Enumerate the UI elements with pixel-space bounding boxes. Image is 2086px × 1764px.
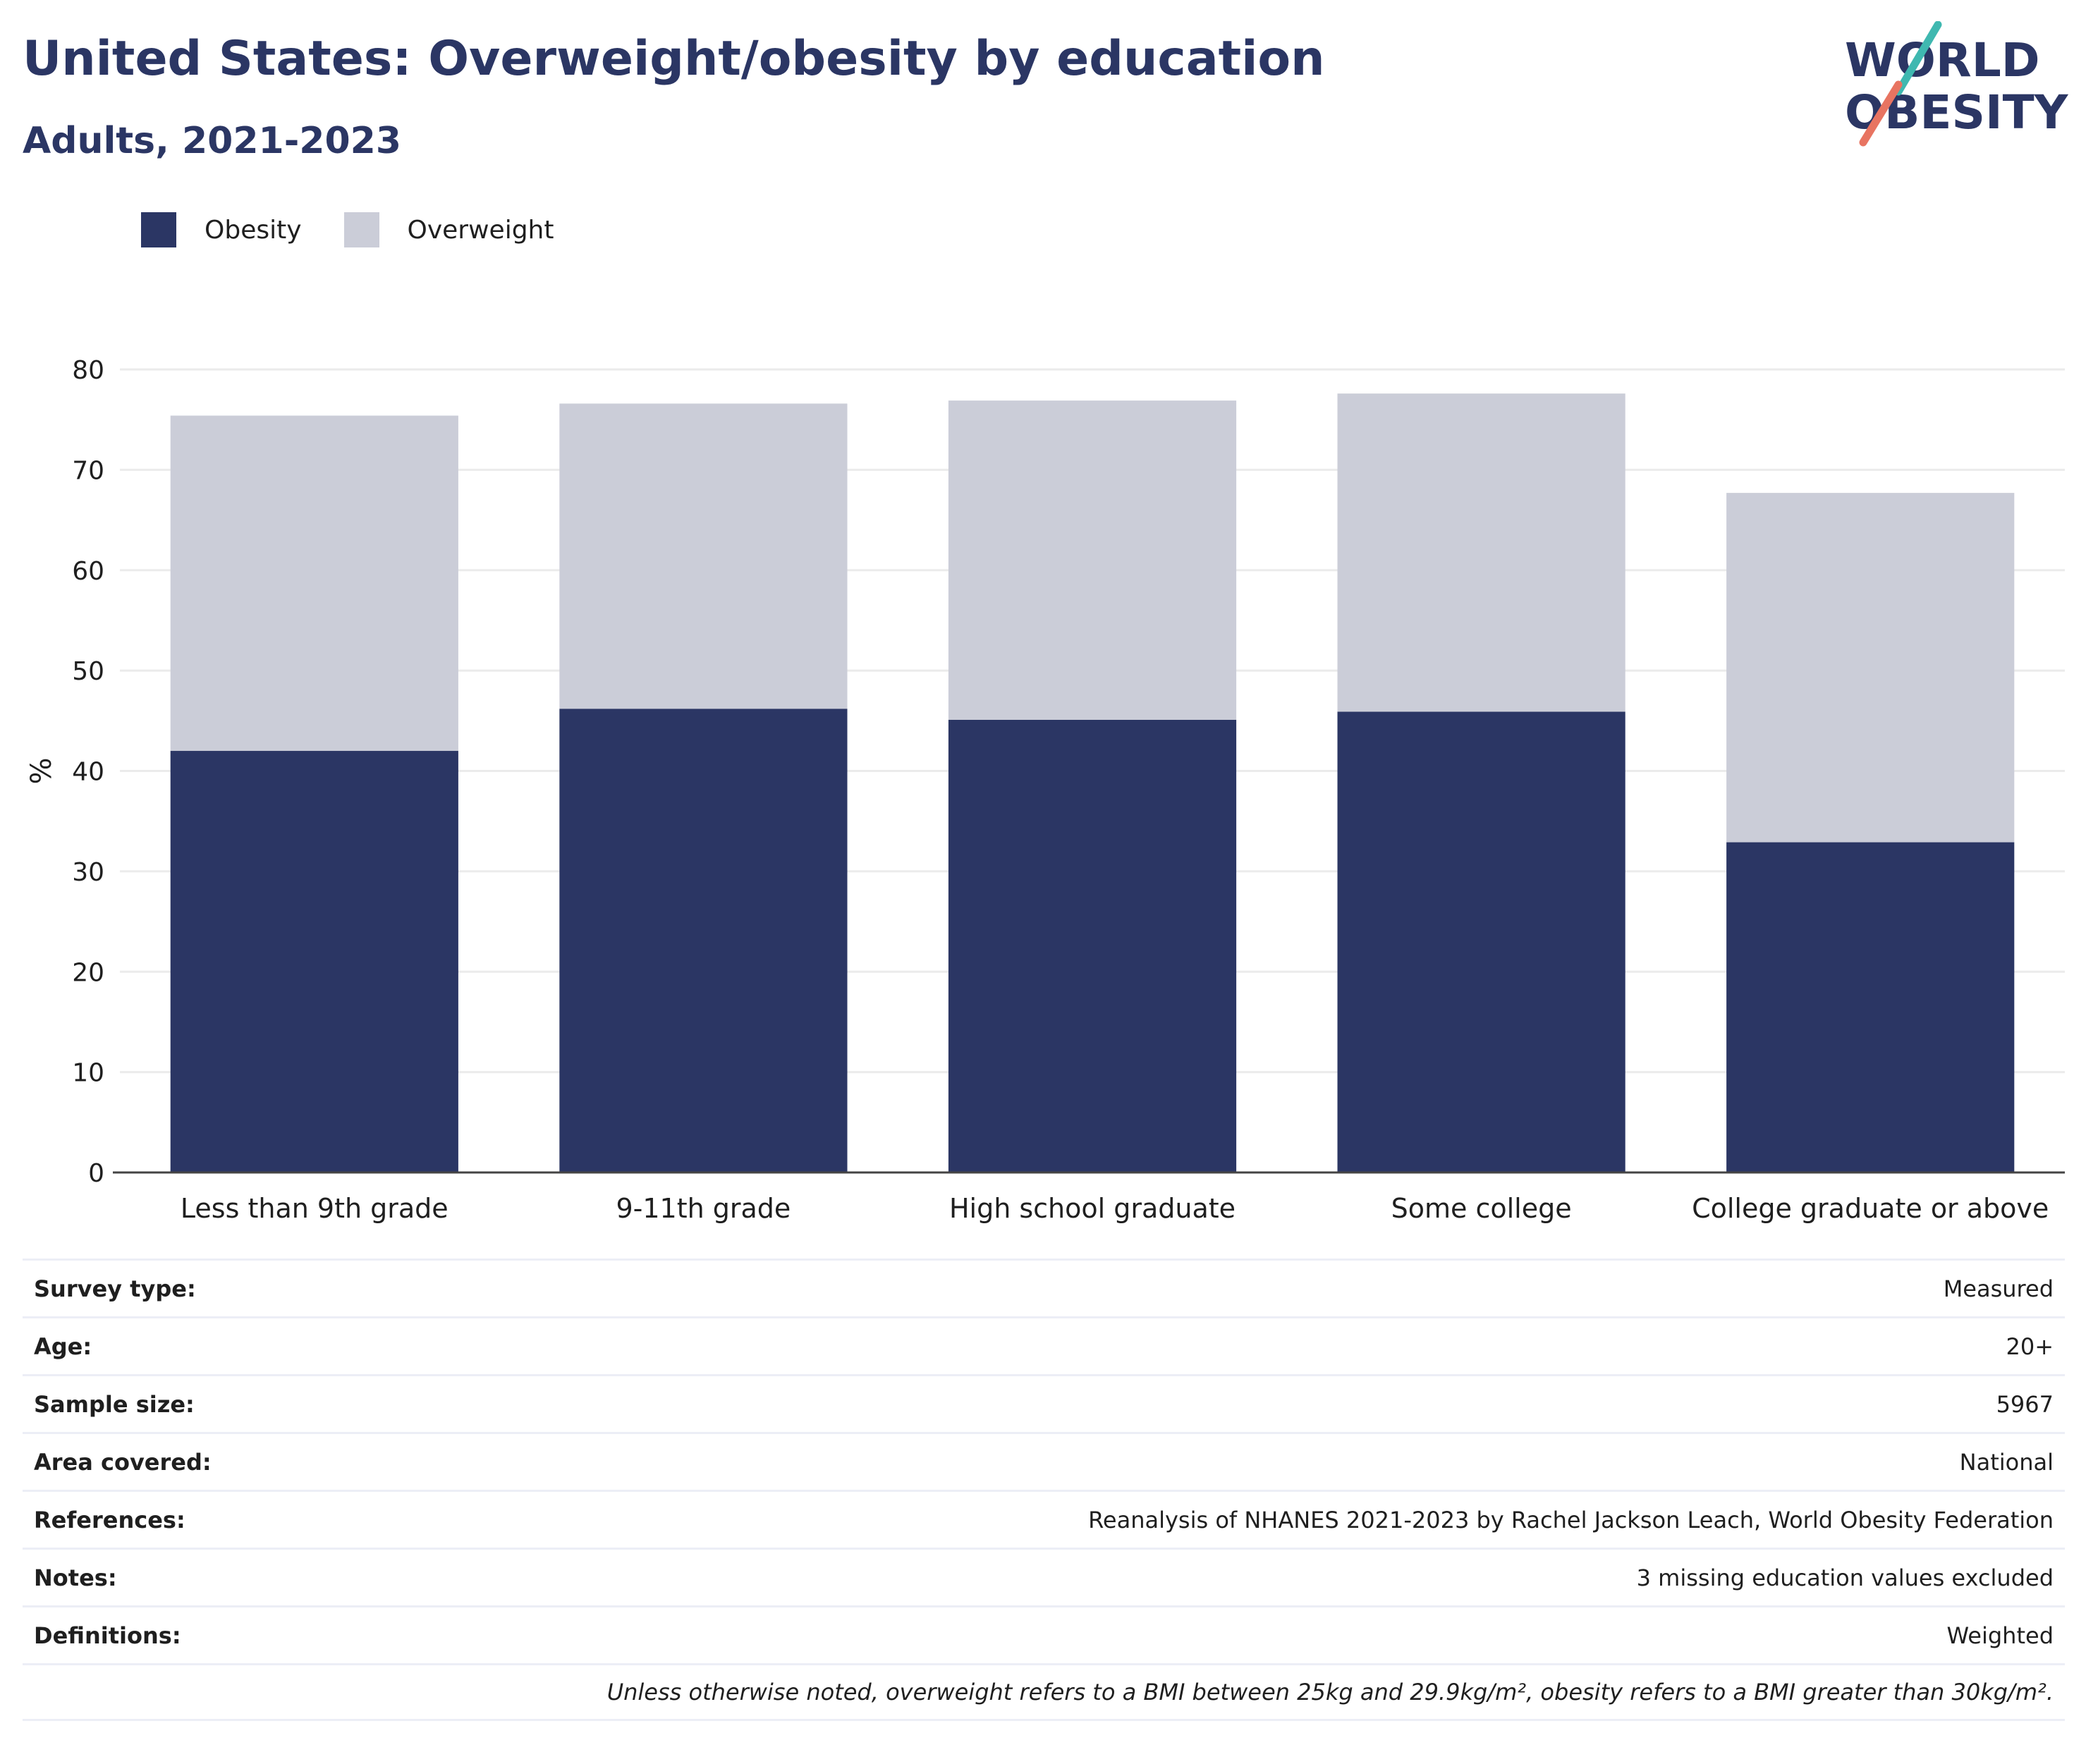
meta-label: Definitions:	[34, 1622, 181, 1649]
x-tick-label: College graduate or above	[1692, 1193, 2049, 1224]
meta-value: 3 missing education values excluded	[1636, 1564, 2054, 1591]
x-tick-label: High school graduate	[949, 1193, 1236, 1224]
y-tick-label: 10	[72, 1059, 104, 1088]
bar-overweight-4	[1337, 393, 1626, 712]
stacked-bar-chart: 0 10 20 30 40 50 60 70 80% Less than 9th grade 9-1…	[25, 356, 2065, 1224]
bar-overweight-3	[948, 400, 1237, 720]
bar-overweight-1	[170, 415, 458, 752]
y-tick-label: 20	[72, 958, 104, 987]
bar-overweight-5	[1726, 493, 2015, 843]
legend-swatch-obesity	[141, 212, 176, 247]
meta-row-notes: Notes: 3 missing education values exclud…	[23, 1548, 2065, 1605]
legend-label-obesity: Obesity	[205, 215, 302, 245]
meta-label: Survey type:	[34, 1275, 196, 1302]
legend-item-overweight[interactable]: Overweight	[343, 212, 554, 247]
meta-row-sample-size: Sample size: 5967	[23, 1374, 2065, 1432]
y-tick-label: 40	[72, 758, 104, 787]
meta-label: Notes:	[34, 1564, 117, 1591]
meta-row-footnote: Unless otherwise noted, overweight refer…	[23, 1663, 2065, 1721]
survey-details-table: Survey type: Measured Age: 20+ Sample si…	[23, 1258, 2065, 1721]
meta-label: Sample size:	[34, 1390, 195, 1418]
bar-obesity-3	[948, 719, 1237, 1172]
meta-value: Weighted	[1946, 1622, 2054, 1649]
y-axis-label: %	[25, 757, 58, 784]
svg-text:WORLD: WORLD	[1845, 33, 2040, 87]
y-tick-label: 60	[72, 557, 104, 586]
y-tick-label: 0	[88, 1159, 104, 1188]
meta-value: 20+	[2006, 1333, 2054, 1360]
x-tick-label: 9-11th grade	[616, 1193, 791, 1224]
legend-label-overweight: Overweight	[407, 215, 554, 245]
legend-item-obesity[interactable]: Obesity	[141, 212, 302, 247]
chart-subtitle: Adults, 2021-2023	[23, 120, 402, 162]
definition-footnote: Unless otherwise noted, overweight refer…	[606, 1679, 2054, 1705]
meta-label: Age:	[34, 1333, 92, 1360]
meta-row-survey-type: Survey type: Measured	[23, 1258, 2065, 1316]
meta-row-definitions: Definitions: Weighted	[23, 1605, 2065, 1663]
meta-value: National	[1959, 1448, 2054, 1476]
world-obesity-logo: WORLD OBESITY	[1845, 21, 2069, 147]
x-tick-label: Some college	[1391, 1193, 1572, 1224]
x-tick-label: Less than 9th grade	[181, 1193, 449, 1224]
y-tick-label: 30	[72, 858, 104, 887]
legend-swatch-overweight	[343, 212, 379, 247]
meta-value: Measured	[1943, 1275, 2054, 1302]
chart-title: United States: Overweight/obesity by edu…	[23, 31, 1325, 87]
bar-obesity-1	[170, 751, 458, 1172]
meta-row-age: Age: 20+	[23, 1316, 2065, 1374]
bar-obesity-4	[1337, 711, 1626, 1172]
y-tick-label: 70	[72, 456, 104, 485]
y-tick-label: 80	[72, 356, 104, 385]
meta-value: 5967	[1996, 1390, 2054, 1418]
bar-overweight-2	[559, 403, 848, 709]
meta-row-references: References: Reanalysis of NHANES 2021-20…	[23, 1490, 2065, 1548]
y-tick-label: 50	[72, 657, 104, 686]
chart-legend: Obesity Overweight	[141, 209, 596, 251]
meta-value: Reanalysis of NHANES 2021-2023 by Rachel…	[1088, 1506, 2054, 1533]
bar-obesity-5	[1726, 842, 2015, 1172]
meta-row-area-covered: Area covered: National	[23, 1432, 2065, 1490]
meta-label: References:	[34, 1506, 185, 1533]
meta-label: Area covered:	[34, 1448, 212, 1476]
bar-obesity-2	[559, 709, 848, 1172]
